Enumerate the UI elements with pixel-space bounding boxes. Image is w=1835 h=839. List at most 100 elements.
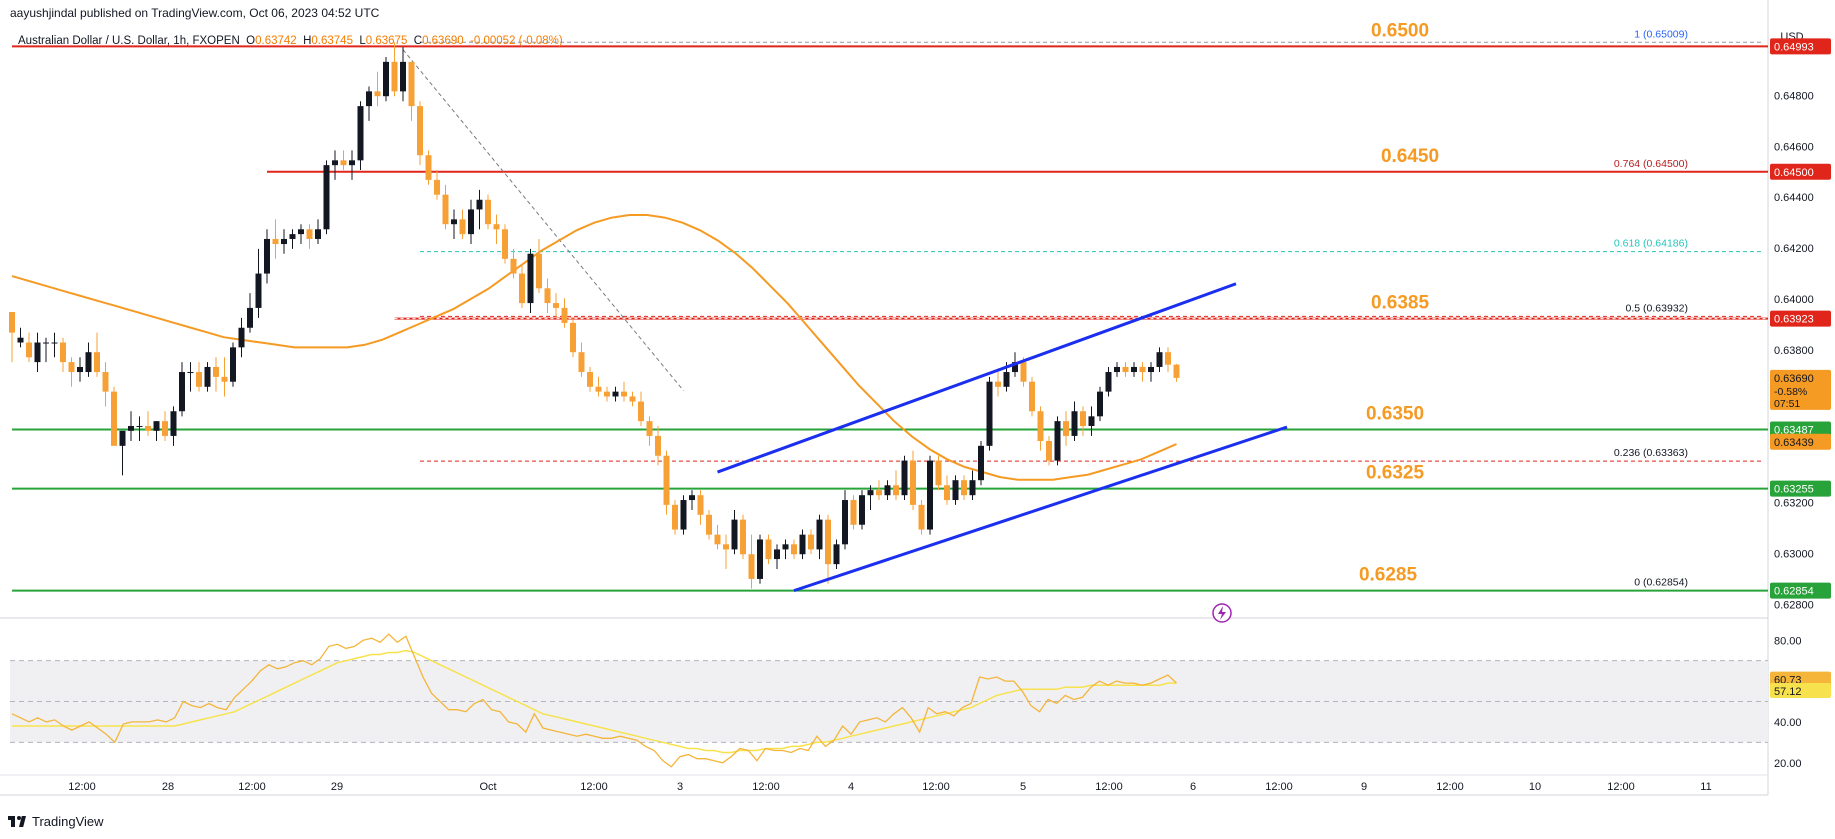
- candle: [782, 539, 789, 560]
- candle-body: [153, 421, 160, 431]
- candle-body: [94, 352, 100, 373]
- rsi-band-fill: [10, 660, 1768, 743]
- level-label: 0.6450: [1381, 146, 1439, 167]
- candle-body: [408, 61, 415, 107]
- candle: [663, 450, 670, 515]
- candle: [621, 381, 627, 402]
- candle: [944, 475, 950, 505]
- candle: [272, 219, 279, 259]
- candle-body: [221, 376, 228, 382]
- candle-body: [485, 199, 491, 225]
- fib-label: 0.618 (0.64186): [1614, 238, 1688, 250]
- candle-body: [765, 539, 772, 560]
- candle-body: [791, 544, 797, 555]
- change-value: -0.00052 (-0.08%): [470, 35, 563, 47]
- candle-body: [612, 391, 619, 397]
- candle: [128, 411, 134, 441]
- candle-body: [442, 194, 449, 225]
- time-axis[interactable]: 12:00 28 12:00 29 Oct 12:00 3 12:00 4 12:00 5 12:00…: [68, 781, 1711, 793]
- trendline: [402, 49, 684, 391]
- candle: [1139, 362, 1146, 382]
- price-tag-bg: [1770, 38, 1831, 55]
- price-tag-low: 0.62854: [1770, 582, 1831, 599]
- candle-body: [264, 238, 270, 274]
- candle: [825, 514, 831, 584]
- candle: [179, 362, 185, 417]
- candle: [315, 219, 321, 245]
- low-label: L: [359, 35, 366, 47]
- candle-body: [1080, 411, 1086, 426]
- price-tag-resistance: 0.64500: [1770, 163, 1831, 180]
- candle: [366, 86, 372, 121]
- rsi-tick: 80.00: [1774, 635, 1802, 647]
- candle-body: [918, 504, 925, 530]
- candle-body: [510, 258, 517, 274]
- candle-body: [247, 307, 253, 328]
- candle-body: [179, 372, 185, 412]
- candle-body: [204, 366, 211, 387]
- candle-body: [230, 347, 236, 382]
- candle-body: [451, 219, 457, 225]
- candle-body: [850, 500, 857, 525]
- candle-body: [587, 372, 593, 387]
- fib-label: 0.236 (0.63363): [1614, 447, 1688, 459]
- tradingview-logo[interactable]: TradingView: [8, 814, 104, 829]
- candle: [68, 357, 75, 387]
- candle: [910, 450, 916, 510]
- time-tick: 5: [1020, 781, 1026, 793]
- time-tick: 28: [162, 781, 174, 793]
- candle: [213, 357, 219, 392]
- candle-body: [544, 288, 551, 304]
- candle-body: [111, 391, 117, 446]
- candle-body: [825, 519, 831, 565]
- price-tag-text: 0.62854: [1774, 586, 1814, 598]
- candle: [893, 470, 899, 501]
- candle: [77, 357, 83, 382]
- price-axis[interactable]: USD0.648000.646000.644000.642000.640000.…: [1770, 31, 1831, 770]
- price-tick: 0.64600: [1774, 141, 1814, 153]
- fib-label: 0.764 (0.64500): [1614, 158, 1688, 170]
- price-tick: 0.63200: [1774, 498, 1814, 510]
- candle-body: [357, 106, 364, 161]
- candle-body: [85, 352, 92, 373]
- candle-body: [527, 253, 534, 304]
- time-tick: 4: [848, 781, 854, 793]
- candle: [723, 534, 729, 569]
- candle-body: [1088, 416, 1095, 426]
- price-tag-bg: [1770, 310, 1831, 327]
- candle-body: [748, 554, 755, 579]
- candle: [94, 332, 100, 377]
- candle-body: [553, 303, 559, 308]
- candle: [774, 544, 780, 569]
- candle-body: [26, 342, 32, 358]
- candle-body: [323, 165, 330, 230]
- candle-body: [961, 480, 967, 496]
- candle-body: [1148, 366, 1154, 373]
- candle: [884, 480, 891, 501]
- candle-body: [502, 229, 508, 259]
- candle: [544, 278, 551, 314]
- candle-body: [272, 238, 279, 245]
- candle-body: [842, 500, 848, 545]
- time-tick: 12:00: [1607, 781, 1635, 793]
- candle: [527, 248, 534, 314]
- candle: [748, 534, 755, 589]
- candle: [1063, 411, 1069, 446]
- candle-body: [425, 155, 432, 180]
- candle-body: [689, 495, 695, 501]
- low-value: 0.63675: [365, 35, 408, 47]
- candle-body: [1165, 352, 1171, 365]
- horizontal-levels: [12, 45, 1768, 592]
- candle-body: [604, 391, 610, 397]
- candle: [842, 490, 848, 550]
- price-tick: 0.64000: [1774, 294, 1814, 306]
- lightning-bolt: [1218, 606, 1226, 620]
- candle-body: [536, 253, 542, 289]
- time-tick: 12:00: [752, 781, 780, 793]
- time-tick: 12:00: [922, 781, 950, 793]
- candle-body: [927, 460, 933, 530]
- candle-body: [1071, 411, 1078, 436]
- candle-body: [213, 366, 219, 377]
- candle-body: [1037, 411, 1044, 441]
